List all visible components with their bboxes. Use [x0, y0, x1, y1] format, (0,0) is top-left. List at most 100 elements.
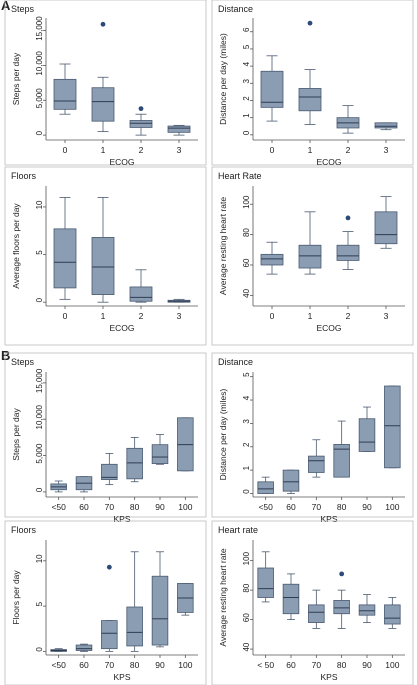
- x-tick-label: 0: [270, 145, 275, 155]
- y-tick-label: 0: [35, 487, 44, 492]
- y-tick-label: 10,000: [35, 404, 44, 429]
- x-tick-label: 90: [362, 502, 372, 512]
- y-tick-label: 15,000: [35, 368, 44, 393]
- box-<50: [50, 648, 67, 652]
- y-tick-label: 5,000: [35, 88, 44, 109]
- panel-title: Distance: [218, 357, 253, 367]
- panel-7: Floors 0 5 10 Floors per day <50 60 70 80 90 100 KP…: [4, 520, 207, 685]
- box-90: [358, 406, 376, 452]
- x-tick-label: 60: [79, 502, 89, 512]
- outlier-point: [106, 564, 112, 570]
- y-tick-label: 5: [242, 372, 251, 377]
- panel-title: Floors: [11, 525, 37, 535]
- box-90: [151, 434, 169, 465]
- x-axis-label: ECOG: [109, 323, 134, 333]
- panel-frame: [211, 352, 414, 518]
- x-axis-label: ECOG: [109, 157, 134, 167]
- box-iqr: [53, 228, 77, 289]
- y-tick-label: 40: [242, 642, 251, 651]
- box-iqr: [333, 600, 350, 615]
- x-tick-label: 80: [337, 660, 347, 670]
- y-tick-label: 0: [35, 297, 44, 302]
- y-tick-label: 5: [35, 250, 44, 255]
- y-tick-label: 4: [242, 395, 251, 400]
- x-tick-label: 2: [139, 311, 144, 321]
- section-label-a: A: [1, 0, 11, 13]
- box-60: [282, 469, 300, 494]
- x-axis-label: ECOG: [316, 323, 341, 333]
- box-iqr: [358, 418, 376, 452]
- x-tick-label: 2: [139, 145, 144, 155]
- outlier-point: [339, 571, 345, 577]
- box-3: [374, 122, 398, 131]
- box-iqr: [257, 481, 274, 494]
- box-2: [129, 269, 153, 303]
- box-<50: [257, 476, 274, 494]
- box-< 50: [257, 551, 274, 603]
- y-axis-label: Steps per day: [11, 408, 21, 461]
- y-tick-label: 10,000: [35, 51, 44, 76]
- box-0: [53, 63, 77, 115]
- panel-title: Heart Rate: [218, 171, 262, 181]
- box-100: [177, 583, 194, 616]
- box-1: [298, 211, 322, 275]
- panel-title: Steps: [11, 4, 35, 14]
- y-tick-label: 60: [242, 258, 251, 267]
- box-100: [177, 417, 194, 472]
- x-axis-label: KPS: [113, 514, 130, 524]
- y-tick-label: 10: [35, 554, 44, 563]
- y-tick-label: 2: [242, 96, 251, 101]
- y-axis-label: Distance per day (miles): [218, 389, 228, 481]
- y-tick-label: 0: [242, 489, 251, 494]
- x-tick-label: <50: [51, 660, 66, 670]
- box-80: [126, 437, 143, 483]
- panel-4: Heart Rate 40 60 80 100 Average resting heart…: [211, 166, 414, 346]
- box-iqr: [75, 644, 93, 651]
- x-tick-label: 80: [130, 660, 140, 670]
- box-iqr: [129, 120, 153, 128]
- x-tick-label: < 50: [257, 660, 274, 670]
- box-iqr: [333, 444, 350, 478]
- panel-title: Floors: [11, 171, 37, 181]
- y-tick-label: 4: [242, 61, 251, 66]
- box-2: [129, 106, 153, 136]
- y-axis-label: Floors per day: [11, 570, 21, 625]
- y-tick-label: 0: [242, 130, 251, 135]
- y-tick-label: 6: [242, 27, 251, 32]
- y-axis-label: Average floors per day: [11, 203, 21, 289]
- panel-frame: [211, 166, 414, 346]
- x-tick-label: 1: [308, 145, 313, 155]
- panel-2: Distance 0 1 2 3 4 5 6 Distance per day (miles) 0…: [211, 0, 414, 167]
- box-iqr: [101, 463, 118, 480]
- outlier-point: [100, 21, 106, 27]
- x-tick-label: 60: [286, 660, 296, 670]
- box-100: [384, 385, 401, 469]
- box-iqr: [308, 455, 325, 473]
- panel-frame: [4, 352, 207, 518]
- box-100: [384, 597, 401, 629]
- y-tick-label: 80: [242, 583, 251, 592]
- x-tick-label: 100: [385, 502, 399, 512]
- box-iqr: [282, 469, 300, 492]
- box-3: [374, 196, 398, 249]
- y-tick-label: 1: [242, 113, 251, 118]
- y-tick-label: 5,000: [35, 443, 44, 464]
- box-2: [336, 215, 360, 270]
- x-tick-label: 1: [308, 311, 313, 321]
- x-tick-label: 100: [178, 660, 192, 670]
- y-tick-label: 15,000: [35, 16, 44, 41]
- x-tick-label: 1: [101, 145, 106, 155]
- panel-title: Heart rate: [218, 525, 258, 535]
- y-tick-label: 100: [242, 195, 251, 209]
- y-axis-label: Distance per day (miles): [218, 33, 228, 125]
- box-80: [333, 420, 350, 478]
- y-tick-label: 2: [242, 442, 251, 447]
- y-axis-label: Average resting heart rate: [218, 548, 228, 646]
- x-tick-label: 60: [286, 502, 296, 512]
- x-tick-label: 90: [155, 660, 165, 670]
- panel-6: Distance 0 1 2 3 4 5 Distance per day (miles) <5…: [211, 352, 414, 524]
- x-tick-label: 3: [177, 311, 182, 321]
- box-70: [308, 439, 325, 478]
- x-tick-label: 2: [346, 145, 351, 155]
- outlier-point: [345, 215, 351, 221]
